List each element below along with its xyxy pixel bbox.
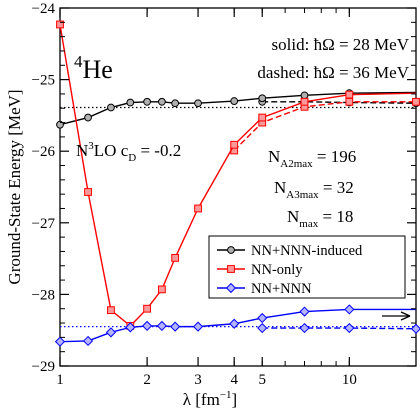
solid-legend-note: solid: ħΩ = 28 MeV <box>272 35 410 54</box>
x-axis-title: λ [fm−1] <box>183 389 237 409</box>
series-dashed-line <box>262 101 417 104</box>
data-point <box>170 321 181 332</box>
data-point <box>299 306 310 317</box>
data-point <box>345 90 354 99</box>
data-point <box>141 320 153 332</box>
plot-area <box>59 7 417 367</box>
data-point <box>126 98 135 107</box>
na3max-label: NA3max = 32 <box>274 178 354 201</box>
y-tick-label: −26 <box>32 144 56 160</box>
data-point <box>143 97 151 106</box>
data-point <box>230 97 239 105</box>
data-point <box>412 97 420 106</box>
legend-item-nn-nnn: NN+NNN <box>217 281 312 297</box>
data-point <box>257 312 268 324</box>
dashed-legend-note: dashed: ħΩ = 36 MeV <box>257 63 409 82</box>
series-nn-nnn <box>54 304 420 347</box>
x-tick-label: 4 <box>230 372 238 388</box>
data-point <box>230 140 239 149</box>
legend-item-nn-only: NN-only <box>217 262 303 278</box>
data-point <box>54 336 66 347</box>
data-point <box>82 335 94 347</box>
tick-layer: 1 2 3 4 5 10 −24 −25 −26 −27 −28 −29 <box>32 1 416 388</box>
data-point <box>257 322 268 334</box>
data-point <box>344 304 355 315</box>
x-tick-label: 5 <box>258 372 266 388</box>
x-tick-label: 3 <box>194 372 202 388</box>
data-point <box>192 321 204 332</box>
converged-arrow <box>382 311 411 321</box>
reference-lines <box>60 106 416 328</box>
legend-label: NN-only <box>251 262 303 278</box>
data-point <box>229 318 240 329</box>
y-axis-title: Ground-State Energy [MeV] <box>5 89 24 284</box>
data-point <box>84 188 92 196</box>
series-layer <box>54 20 420 347</box>
data-point <box>171 99 180 108</box>
data-point <box>410 323 420 334</box>
data-point <box>105 327 117 338</box>
data-point <box>171 253 180 262</box>
y-tick-label: −29 <box>32 359 55 375</box>
data-point <box>258 113 267 122</box>
data-point <box>156 320 168 332</box>
x-tick-label: 10 <box>342 372 357 388</box>
nmax-label: Nmax = 18 <box>287 207 353 230</box>
data-point <box>299 322 310 334</box>
data-point <box>157 285 166 294</box>
x-tick-label: 1 <box>56 372 64 388</box>
nucleus-label: 4He <box>74 52 113 84</box>
y-tick-label: −27 <box>32 216 56 232</box>
data-point <box>56 20 64 29</box>
y-tick-label: −24 <box>32 1 56 17</box>
data-point <box>194 204 202 213</box>
series-dashed-line <box>262 327 417 330</box>
legend-items: NN+NNN-induced NN-only NN+NNN <box>217 243 363 297</box>
series-nn-only <box>56 20 420 330</box>
x-tick-label: 2 <box>143 372 151 388</box>
data-point <box>300 91 309 100</box>
legend-item-nn-nnn-induced: NN+NNN-induced <box>217 243 363 259</box>
data-point <box>194 99 202 108</box>
data-point <box>157 97 166 106</box>
legend-swatch-marker <box>227 265 235 273</box>
interaction-label: N3LO cD = -0.2 <box>76 140 181 164</box>
data-point <box>345 97 354 106</box>
na2max-label: NA2max = 196 <box>268 147 356 170</box>
data-point <box>344 322 355 334</box>
y-tick-label: −25 <box>32 73 55 89</box>
legend-label: NN+NNN <box>251 281 312 297</box>
y-tick-label: −28 <box>32 287 55 303</box>
legend-swatch-marker <box>227 246 235 254</box>
data-point <box>300 97 309 106</box>
data-point <box>84 113 92 122</box>
data-point <box>143 304 151 313</box>
data-point <box>258 94 267 103</box>
legend: NN+NNN-induced NN-only NN+NNN <box>208 235 406 299</box>
legend-label: NN+NNN-induced <box>251 243 363 259</box>
data-point <box>107 103 115 112</box>
data-point <box>107 306 115 315</box>
plot-frame <box>59 7 417 367</box>
legend-swatch-marker <box>225 282 237 294</box>
data-point <box>125 322 136 333</box>
